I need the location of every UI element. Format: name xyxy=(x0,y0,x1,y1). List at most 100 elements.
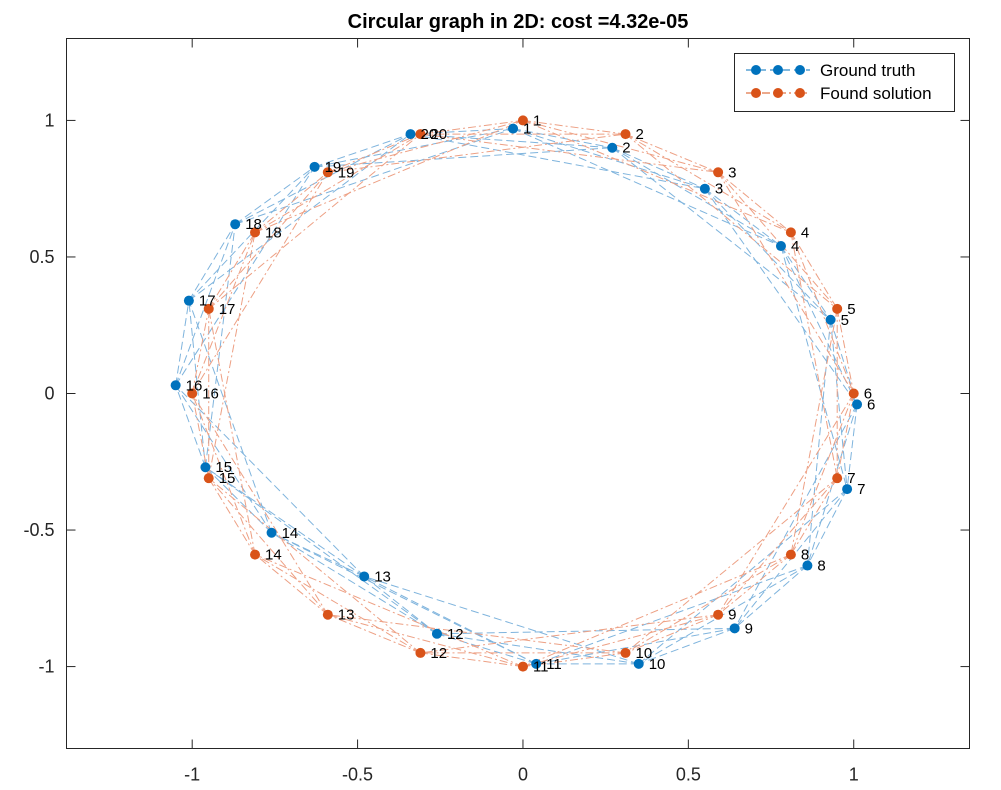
graph-edge xyxy=(410,133,705,190)
x-tick-label: 0.5 xyxy=(676,765,701,785)
graph-edge xyxy=(625,133,792,233)
graph-edge xyxy=(327,133,421,173)
graph-edge xyxy=(806,488,848,566)
graph-edge xyxy=(363,576,537,665)
graph-edge xyxy=(208,232,256,310)
graph-edge xyxy=(638,488,848,665)
data-point xyxy=(832,303,843,314)
graph-edge xyxy=(420,652,524,668)
graph-edge xyxy=(522,119,792,233)
legend-swatch-marker xyxy=(773,88,783,98)
data-point xyxy=(415,647,426,658)
data-point xyxy=(517,661,528,672)
point-label: 1 xyxy=(523,121,531,138)
ticks-layer: -1 -0.5 0 0.5 1 -1 -0.5 0 0.5 1 xyxy=(23,38,970,785)
graph-edge xyxy=(790,308,838,555)
point-label: 8 xyxy=(801,547,809,564)
markers-layer xyxy=(170,115,863,672)
graph-edge xyxy=(235,128,514,225)
graph-edge xyxy=(205,466,365,577)
graph-edge xyxy=(522,614,719,668)
x-tick-label: -1 xyxy=(184,765,200,785)
graph-edge xyxy=(790,477,838,555)
point-label: 20 xyxy=(430,126,447,143)
graph-edge xyxy=(717,477,838,616)
graph-edge xyxy=(436,633,537,665)
data-point xyxy=(842,484,853,495)
data-point xyxy=(620,129,631,140)
data-point xyxy=(531,658,542,669)
data-point xyxy=(785,549,796,560)
graph-edge xyxy=(717,393,855,615)
graph-edge xyxy=(208,477,329,616)
graph-edge xyxy=(638,627,735,665)
data-point xyxy=(322,167,333,178)
graph-edge xyxy=(734,565,808,629)
graph-edge xyxy=(612,147,706,190)
graph-edge xyxy=(780,245,848,490)
graph-edge xyxy=(208,133,421,310)
data-point xyxy=(309,161,320,172)
graph-edge xyxy=(704,188,858,405)
point-label: 1 xyxy=(533,112,541,129)
point-label: 6 xyxy=(867,396,875,413)
data-point xyxy=(775,241,786,252)
graph-edge xyxy=(830,319,848,490)
data-point xyxy=(825,314,836,325)
data-point xyxy=(713,167,724,178)
graph-edge xyxy=(625,133,838,310)
graph-edge xyxy=(254,554,421,654)
data-point xyxy=(633,658,644,669)
point-label: 16 xyxy=(202,386,219,403)
graph-edge xyxy=(314,147,613,168)
graph-edge xyxy=(625,133,719,173)
point-label: 4 xyxy=(791,238,799,255)
graph-edge xyxy=(175,224,236,386)
graph-edge xyxy=(704,188,831,321)
y-tick-label: -1 xyxy=(38,657,54,677)
graph-edge xyxy=(314,133,411,168)
graph-edge xyxy=(625,614,719,654)
point-label: 4 xyxy=(801,224,809,241)
y-tick-label: 0 xyxy=(44,384,54,404)
data-point xyxy=(405,129,416,140)
point-label: 9 xyxy=(728,607,736,624)
data-point xyxy=(620,647,631,658)
point-label: 7 xyxy=(857,481,865,498)
point-label: 5 xyxy=(847,301,855,318)
graph-edge xyxy=(327,119,524,173)
graph-edge xyxy=(204,224,236,468)
graph-edge xyxy=(208,477,256,555)
graph-edge xyxy=(806,319,832,566)
graph-edge xyxy=(208,477,421,654)
graph-edge xyxy=(790,232,838,479)
legend-swatch-marker xyxy=(751,88,761,98)
graph-edge xyxy=(327,614,626,654)
data-point xyxy=(508,123,519,134)
data-point xyxy=(170,380,181,391)
data-point xyxy=(359,571,370,582)
graph-edge xyxy=(420,133,719,173)
legend-swatch-marker xyxy=(751,65,761,75)
graph-edge xyxy=(611,147,831,321)
graph-edge xyxy=(420,119,524,135)
data-point xyxy=(415,129,426,140)
data-point xyxy=(250,549,261,560)
data-point xyxy=(183,295,194,306)
data-point xyxy=(607,142,618,153)
x-tick-label: 0 xyxy=(518,765,528,785)
graph-edge xyxy=(327,133,626,173)
graph-edge xyxy=(806,404,858,566)
graph-edge xyxy=(734,404,858,629)
point-label: 13 xyxy=(338,607,355,624)
graph-edge xyxy=(208,308,256,555)
graph-edge xyxy=(271,532,537,665)
graph-edge xyxy=(717,171,838,310)
graph-edge xyxy=(254,554,524,668)
graph-edge xyxy=(363,576,438,635)
point-label: 12 xyxy=(430,645,447,662)
graph-edge xyxy=(175,300,190,386)
legend-entry-ground-truth: Ground truth xyxy=(746,61,915,80)
graph-edge xyxy=(625,477,838,654)
